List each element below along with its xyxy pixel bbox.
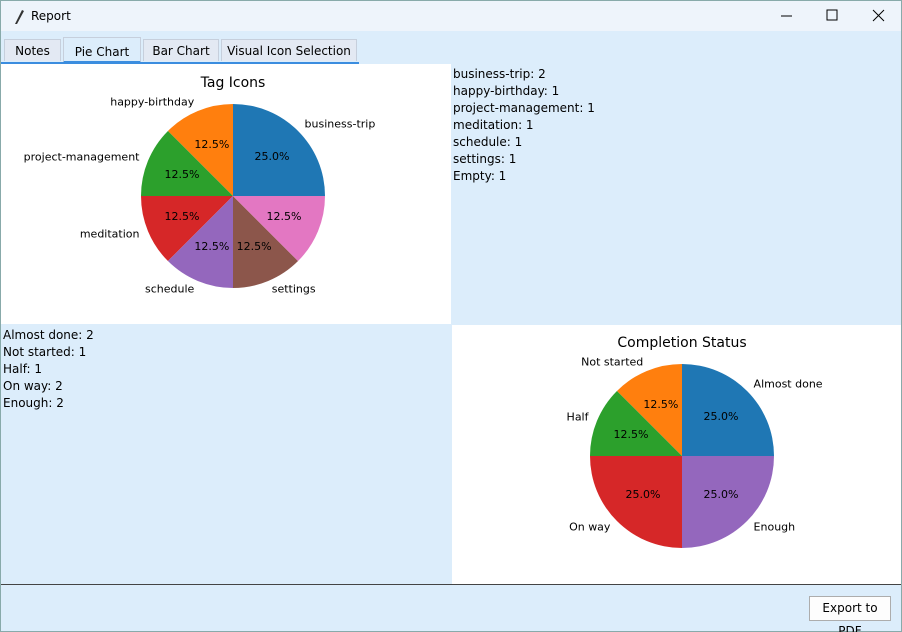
list-line: schedule: 1 — [453, 135, 523, 149]
value-label: 12.5% — [267, 210, 302, 223]
list-line: project-management: 1 — [453, 101, 595, 115]
separator — [1, 584, 901, 585]
chart-title: Completion Status — [617, 335, 746, 351]
slice-label: project-management — [24, 150, 141, 163]
chart: Completion Status Almost done 25.0% Not sta… — [567, 335, 823, 548]
value-label: 25.0% — [255, 150, 290, 163]
slice-label: business-trip — [305, 117, 376, 130]
app-icon — [15, 10, 24, 24]
list-line: On way: 2 — [3, 379, 63, 393]
chart-panel: Completion Status Almost done 25.0% Not sta… — [452, 325, 901, 584]
list-line: settings: 1 — [453, 152, 517, 166]
pie-slice — [233, 196, 299, 288]
chart-title: Tag Icons — [200, 75, 266, 91]
text-panel: Almost done: 2 Not started: 1 Half: 1 On wa… — [1, 325, 453, 586]
value-label: 12.5% — [194, 240, 229, 253]
pie-slice — [141, 196, 233, 262]
slice-label: settings — [272, 282, 316, 295]
slice-label: Half — [567, 410, 590, 423]
slice-label: On way — [569, 521, 611, 534]
value-label: 12.5% — [165, 168, 200, 181]
list-line: Almost done: 2 — [3, 328, 94, 342]
pie-slice — [233, 104, 325, 196]
value-label: 25.0% — [625, 488, 660, 501]
list-line: happy-birthday: 1 — [453, 84, 560, 98]
list-line: Enough: 2 — [3, 396, 64, 410]
pie-slice — [167, 196, 233, 288]
pie-slice — [590, 456, 682, 548]
chart-panel: Tag Icons business-trip 25.0% happy-birthda… — [1, 64, 451, 324]
pie-slice — [682, 364, 774, 456]
value-label: 12.5% — [194, 138, 229, 151]
value-label: 25.0% — [704, 488, 739, 501]
value-label: 12.5% — [614, 428, 649, 441]
list-line: Half: 1 — [3, 362, 42, 376]
pie-slice — [167, 104, 233, 196]
slice-label: Not started — [581, 356, 643, 369]
slice-label: schedule — [145, 282, 195, 295]
window-controls[interactable] — [763, 1, 902, 31]
value-label: 12.5% — [643, 398, 678, 411]
export-button[interactable]: Export to PDF — [809, 596, 891, 632]
value-label: 25.0% — [704, 410, 739, 423]
pie-slice — [590, 390, 682, 456]
chart: Tag Icons business-trip 25.0% happy-birthda… — [24, 75, 376, 295]
list-line: business-trip: 2 — [453, 67, 546, 81]
pie-slice — [682, 456, 774, 548]
slice-label: Almost done — [754, 377, 823, 390]
pie-slice — [141, 130, 233, 196]
value-label: 12.5% — [165, 210, 200, 223]
window-title: Report — [31, 9, 71, 23]
list-line: Empty: 1 — [453, 169, 507, 183]
pie-slice — [233, 196, 325, 262]
slice-label: meditation — [80, 228, 140, 241]
tab[interactable]: Notes — [4, 39, 61, 61]
slice-label: happy-birthday — [110, 96, 195, 109]
tab[interactable]: Bar Chart — [143, 39, 219, 61]
list-line: Not started: 1 — [3, 345, 87, 359]
tab[interactable]: Visual Icon Selection — [221, 39, 357, 61]
tab-underline — [1, 62, 359, 64]
tab-selected[interactable]: Pie Chart — [63, 37, 141, 63]
text-panel: business-trip: 2 happy-birthday: 1 project… — [451, 64, 902, 326]
pie-slice — [616, 364, 682, 456]
slice-label: Enough — [754, 521, 796, 534]
list-line: meditation: 1 — [453, 118, 534, 132]
value-label: 12.5% — [237, 240, 272, 253]
title-bar: Report — [1, 1, 901, 31]
